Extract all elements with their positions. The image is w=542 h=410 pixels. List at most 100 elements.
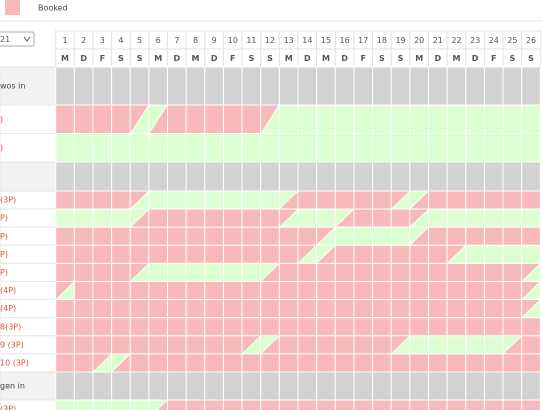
booked-cell (446, 299, 467, 319)
booked-cell (204, 353, 224, 373)
closed-cell (502, 66, 523, 106)
cell-diagonal (130, 263, 149, 282)
day-number: 23 (470, 36, 480, 45)
free-cell (129, 399, 150, 410)
closed-cell (148, 66, 169, 106)
cell-diagonal (130, 191, 149, 209)
booked-cell (353, 262, 374, 282)
month-select[interactable]: 21 (0, 31, 35, 47)
free-cell (92, 399, 113, 410)
row-label-cell (0, 226, 57, 246)
booked-cell (409, 281, 429, 301)
closed-cell (372, 371, 392, 401)
booked-cell (316, 317, 336, 337)
free-cell (92, 208, 113, 228)
free-cell (334, 226, 355, 246)
booked-cell (111, 299, 131, 319)
free-cell (55, 208, 75, 228)
cell-diagonal (521, 299, 541, 318)
closed-cell (204, 161, 224, 192)
booked-cell (465, 299, 485, 319)
booked-cell (167, 208, 187, 228)
cell-diagonal (410, 191, 429, 209)
booked-cell (409, 353, 429, 373)
cell-diagonal (149, 105, 168, 134)
free-cell (204, 133, 224, 163)
booked-cell (204, 317, 224, 337)
closed-cell (204, 371, 224, 401)
closed-cell (483, 371, 504, 401)
booked-cell (92, 104, 113, 134)
closed-cell (446, 371, 467, 401)
booked-cell (465, 226, 485, 246)
closed-cell (129, 161, 150, 192)
booked-cell (222, 353, 243, 373)
booked-cell (204, 208, 224, 228)
booked-cell (204, 281, 224, 301)
booked-cell (92, 226, 113, 246)
booked-cell (353, 208, 374, 228)
booked-cell (465, 281, 485, 301)
booked-cell (483, 226, 504, 246)
booked-cell (185, 299, 206, 319)
booked-cell (409, 244, 429, 264)
booked-cell (129, 226, 150, 246)
booked-cell (222, 335, 243, 355)
booked-cell (316, 262, 336, 282)
closed-cell (521, 371, 541, 401)
free-cell (483, 244, 504, 264)
closed-cell (428, 161, 448, 192)
free-cell (502, 104, 523, 134)
free-cell (185, 133, 206, 163)
closed-cell (185, 161, 206, 192)
select-value[interactable]: 21 (0, 35, 10, 44)
booked-cell (372, 190, 392, 210)
closed-cell (465, 371, 485, 401)
booked-cell (428, 281, 448, 301)
closed-cell (73, 371, 94, 401)
free-cell (185, 262, 206, 282)
booked-cell (446, 317, 467, 337)
closed-cell (148, 161, 169, 192)
free-cell (465, 244, 485, 264)
booked-cell (521, 190, 541, 210)
booked-cell (297, 226, 318, 246)
booked-cell (316, 281, 336, 301)
booked-cell (129, 244, 150, 264)
closed-cell (372, 66, 392, 106)
booked-cell (167, 226, 187, 246)
free-cell (409, 335, 429, 355)
row-label: P) (0, 214, 8, 223)
weekday: F (361, 54, 366, 63)
booked-cell (409, 399, 429, 410)
closed-cell (129, 66, 150, 106)
booked-cell (73, 281, 94, 301)
weekday: S (379, 54, 385, 63)
weekday: M (192, 54, 200, 63)
free-cell (428, 104, 448, 134)
row-label-cell (0, 161, 57, 192)
legend-label: Booked (38, 4, 68, 13)
booked-cell (278, 244, 299, 264)
booked-cell (167, 317, 187, 337)
booked-cell (372, 399, 392, 410)
closed-cell (111, 66, 131, 106)
closed-cell (409, 371, 429, 401)
row-label-cell (0, 371, 57, 401)
booked-cell (73, 190, 94, 210)
select-box[interactable] (0, 31, 35, 47)
free-cell (372, 104, 392, 134)
booked-cell (353, 335, 374, 355)
booked-cell (390, 299, 411, 319)
booked-cell (55, 317, 75, 337)
closed-cell (260, 66, 280, 106)
booked-cell (111, 190, 131, 210)
day-number: 11 (246, 36, 256, 45)
booked-cell (428, 399, 448, 410)
weekday: F (230, 54, 235, 63)
booked-cell (73, 244, 94, 264)
booked-cell (521, 335, 541, 355)
closed-cell (278, 161, 299, 192)
booked-cell (241, 353, 262, 373)
row-label: P) (0, 232, 8, 241)
